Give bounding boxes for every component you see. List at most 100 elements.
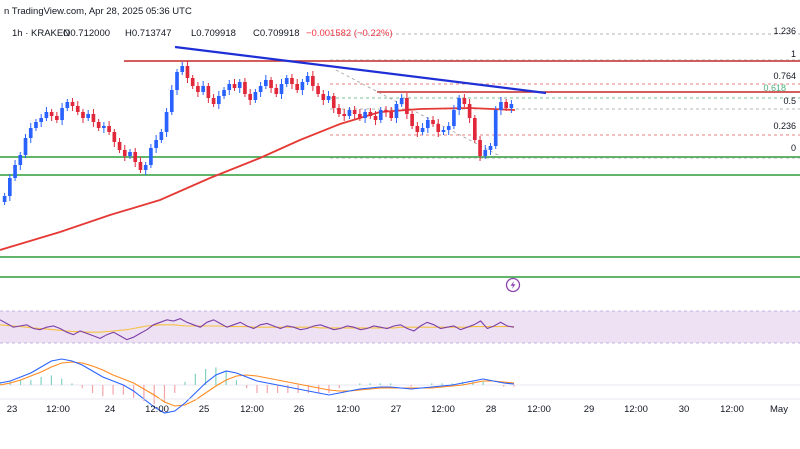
candle — [347, 110, 352, 116]
candle — [305, 76, 310, 82]
x-tick-label: 23 — [7, 404, 18, 415]
candle — [55, 116, 59, 120]
candle — [331, 96, 336, 108]
lightning-icon[interactable] — [505, 277, 521, 293]
candle — [34, 122, 38, 128]
x-tick-label: 12:00 — [624, 404, 648, 415]
fib-label-0618: 0.618 — [763, 83, 786, 93]
candle — [300, 82, 305, 90]
candle — [60, 108, 64, 120]
x-tick-label: 12:00 — [720, 404, 744, 415]
candle — [222, 90, 226, 96]
candle — [227, 84, 232, 90]
x-tick-label: 12:00 — [46, 404, 70, 415]
time-axis: 23 12:00 24 12:00 25 12:00 26 12:00 27 12:00 28 12:… — [7, 404, 789, 415]
candle — [509, 104, 514, 108]
candle — [96, 122, 101, 128]
candle — [164, 112, 169, 132]
candle — [342, 114, 347, 116]
source-caption: n TradingView.com, Apr 28, 2025 05:36 UT… — [4, 6, 192, 17]
candle — [2, 196, 7, 202]
candle — [493, 110, 498, 146]
x-tick-label: 12:00 — [145, 404, 169, 415]
x-tick-label: 29 — [584, 404, 595, 415]
candle — [363, 112, 367, 118]
candle — [478, 140, 482, 156]
moving-average-line — [0, 107, 516, 251]
candle — [211, 98, 216, 104]
candle — [75, 106, 80, 112]
candle — [70, 102, 75, 106]
candle — [258, 86, 263, 92]
candle — [159, 132, 164, 140]
candle — [279, 84, 284, 94]
candle — [39, 118, 44, 122]
fib-label-0764: 0.764 — [773, 71, 796, 81]
x-tick-label: 26 — [294, 404, 305, 415]
bearish-trendline — [174, 45, 547, 95]
candle — [441, 130, 446, 132]
candle — [269, 80, 273, 88]
candle — [415, 126, 420, 132]
candle — [8, 178, 12, 196]
fib-label-0: 0 — [791, 143, 796, 153]
fib-label-0236: 0.236 — [773, 121, 796, 131]
macd-layer — [0, 358, 515, 414]
rsi-layer — [0, 317, 515, 341]
candle — [253, 92, 258, 100]
candle — [91, 114, 96, 122]
candle — [196, 86, 200, 92]
x-tick-label: 24 — [105, 404, 116, 415]
candle — [133, 152, 138, 162]
candle — [311, 76, 315, 86]
candle — [117, 142, 122, 150]
candle — [232, 84, 237, 88]
candle — [373, 116, 378, 120]
rsi-line — [0, 317, 515, 341]
candle — [237, 82, 242, 88]
candle — [264, 80, 268, 86]
open-value: O0.712000 — [63, 28, 110, 39]
candle — [49, 112, 54, 116]
candle — [467, 104, 472, 118]
candle — [499, 102, 503, 110]
change-value: −0.001582 (−0.22%) — [306, 28, 393, 39]
candle — [143, 165, 148, 170]
candle — [175, 72, 179, 90]
candles-layer — [2, 61, 514, 205]
candle — [472, 118, 477, 140]
x-tick-label: 12:00 — [336, 404, 360, 415]
candle — [452, 110, 456, 126]
high-value: H0.713747 — [125, 28, 171, 39]
candle — [420, 128, 425, 132]
candle — [290, 78, 294, 84]
x-tick-label: 12:00 — [431, 404, 455, 415]
candle — [190, 78, 195, 86]
fib-label-05: 0.5 — [783, 96, 796, 106]
x-tick-label: 12:00 — [240, 404, 264, 415]
fib-label-1236: 1.236 — [773, 26, 796, 36]
candle — [201, 86, 205, 92]
candle — [154, 140, 158, 148]
candle — [399, 98, 404, 104]
candle — [378, 110, 383, 120]
candle — [23, 138, 28, 155]
fib-label-1: 1 — [791, 49, 796, 59]
candle — [405, 98, 409, 114]
candle — [28, 128, 33, 138]
candle — [358, 114, 362, 118]
candle — [248, 94, 252, 100]
candle — [483, 150, 488, 156]
fib-diagonal — [335, 69, 501, 157]
candle — [389, 112, 394, 118]
candle — [368, 112, 373, 116]
candle — [138, 162, 143, 170]
candle — [122, 150, 127, 156]
macd-line — [0, 358, 515, 414]
macd-signal-line — [0, 361, 515, 407]
candle — [180, 66, 185, 72]
candle — [316, 86, 320, 94]
candle — [504, 102, 508, 108]
candle — [149, 148, 153, 165]
